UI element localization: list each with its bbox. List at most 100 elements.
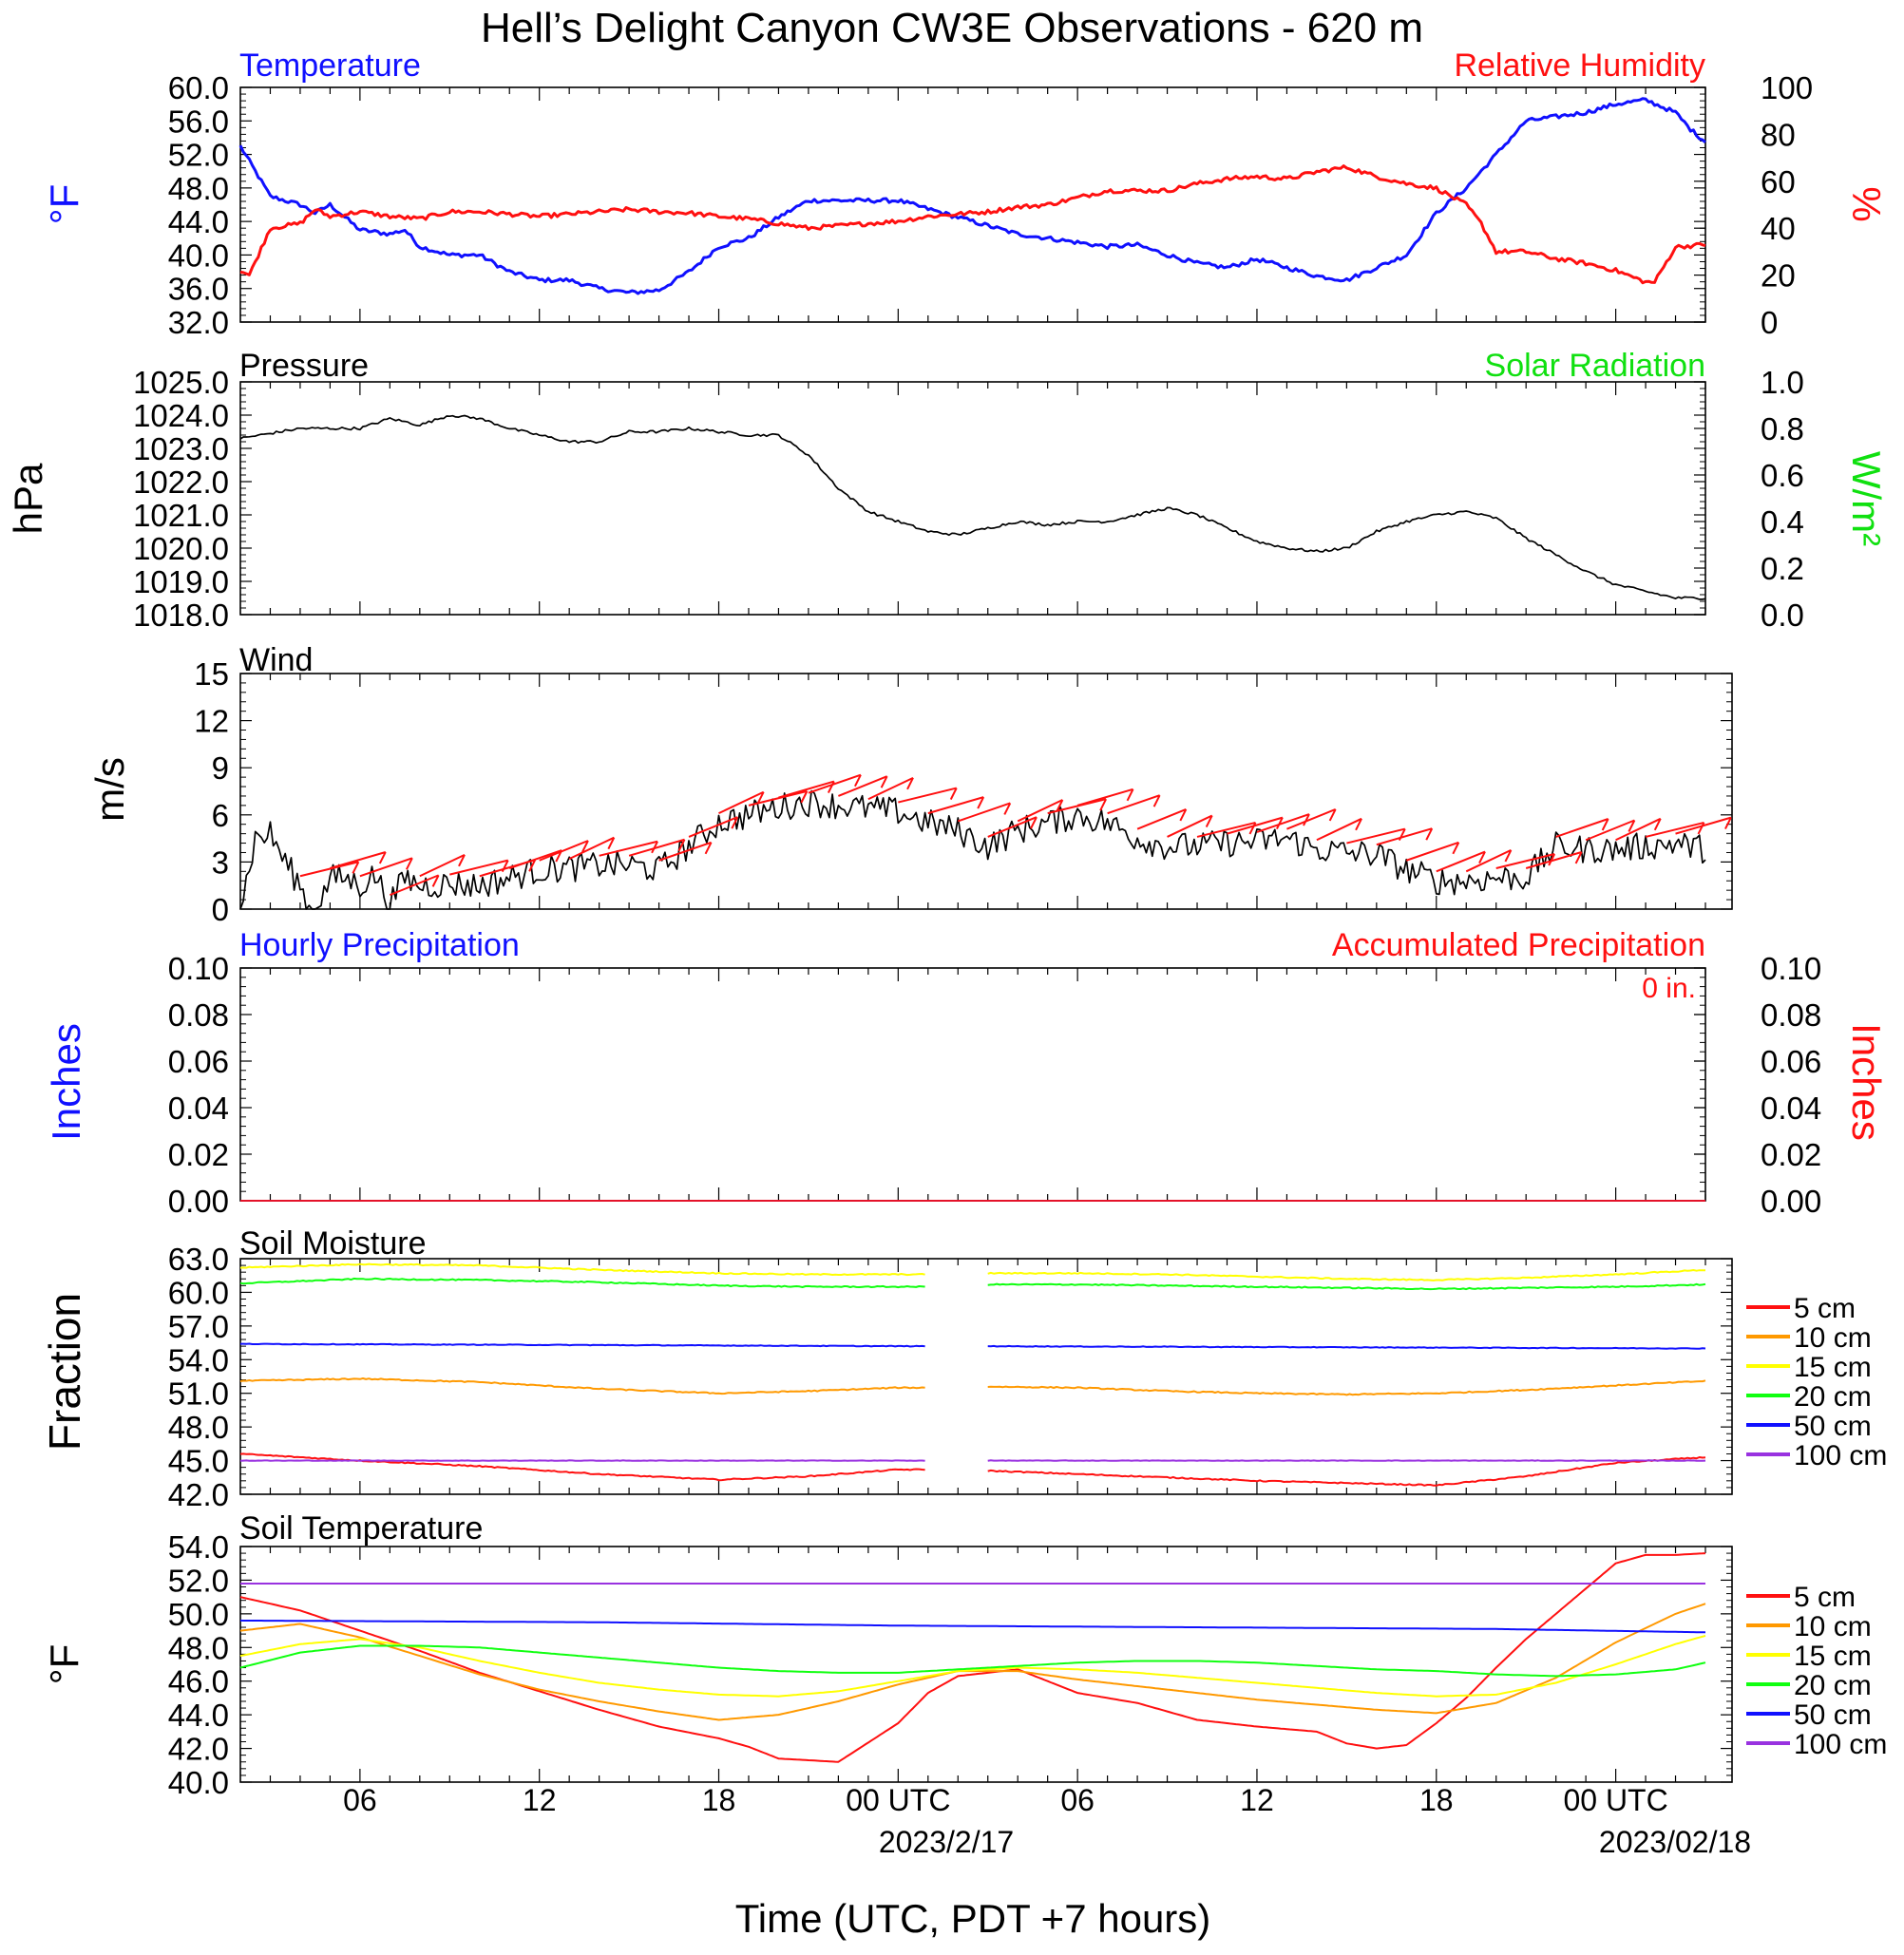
panel-hourly-precip-title: Hourly Precipitation: [239, 927, 520, 963]
y-left-tick-label: 1023.0: [133, 431, 229, 466]
series-line-15-cm: [239, 1634, 1706, 1698]
wind-barb: [987, 816, 1038, 838]
y-left-tick-label: 45.0: [168, 1444, 229, 1479]
x-axis-title: Time (UTC, PDT +7 hours): [735, 1896, 1211, 1941]
y-left-tick-label: 42.0: [168, 1732, 229, 1767]
legend-label: 10 cm: [1794, 1322, 1872, 1354]
wind-barb-flag: [607, 837, 616, 850]
wind-barb: [1555, 818, 1609, 838]
y-left-tick-label: 3: [212, 845, 229, 880]
y-left-tick-label: 60.0: [168, 1275, 229, 1310]
series-line-20-cm: [239, 1644, 1706, 1678]
y-left-tick-label: 40.0: [168, 237, 229, 273]
y-left-tick-label: 63.0: [168, 1242, 229, 1277]
wind-barb: [599, 840, 658, 857]
wind-barb: [898, 787, 957, 804]
wind-barb-flag: [1724, 817, 1732, 830]
y-right-tick-label: 0.06: [1761, 1044, 1821, 1079]
panel-solar-right-title: Solar Radiation: [1485, 348, 1705, 384]
wind-barb-flag: [528, 859, 537, 872]
wind-barb: [957, 802, 1011, 823]
panel-temperature-left-title: Temperature: [239, 47, 421, 84]
wind-barb-flag: [1478, 851, 1486, 864]
wind-barb-flag: [1628, 820, 1636, 832]
y-left-tick-label: 1024.0: [133, 398, 229, 433]
y-left-tick-label: 48.0: [168, 1630, 229, 1665]
y-left-tick-label: 52.0: [168, 138, 229, 173]
y-left-tick-label: 42.0: [168, 1477, 229, 1512]
y-left-tick-label: 40.0: [168, 1765, 229, 1800]
panel-5-marks: 54.052.050.048.046.044.042.040.0: [168, 1529, 1733, 1800]
y-right-tick-label: 0.10: [1761, 951, 1821, 986]
wind-barb: [1346, 827, 1406, 845]
x-tick-label: 18: [1419, 1783, 1454, 1817]
y-right-tick-label: 0.00: [1761, 1184, 1821, 1219]
panel-3-marks: 0.10 0.08 0.06 0.04 0.02 0.00 0.10 0.08 0.06 0.04…: [168, 951, 1821, 1219]
y-left-tick-label: 1021.0: [133, 498, 229, 533]
wind-barb-flag: [800, 790, 809, 804]
legend-label: 20 cm: [1794, 1381, 1872, 1413]
legend-label: 5 cm: [1794, 1293, 1856, 1324]
y-left-tick-label: 0: [212, 892, 229, 927]
wind-barb-flag: [949, 788, 958, 801]
y-left-tick-label: 46.0: [168, 1664, 229, 1699]
y-left-tick-label: 44.0: [168, 1698, 229, 1733]
panel-temperature-humidity: Temperature Relative Humidity °F %: [42, 47, 1889, 224]
legend-label: 5 cm: [1794, 1582, 1856, 1613]
panel-2-marks: 15 12 9 6 3 0: [194, 656, 1733, 927]
wind-barb: [718, 790, 765, 815]
wind-barb: [359, 857, 413, 878]
wind-barb: [808, 773, 862, 794]
date-label-feb17: 2023/2/17: [879, 1825, 1014, 1859]
y-left-tick-label: 0.06: [168, 1044, 229, 1079]
wind-barb: [1465, 848, 1512, 873]
wind-barb-flag: [1452, 842, 1460, 855]
series-line-wind: [239, 789, 1706, 910]
y-left-tick-label: 60.0: [168, 70, 229, 105]
x-tick-label: 18: [702, 1783, 736, 1817]
y-left-tick-label: 0.08: [168, 997, 229, 1033]
series-line-10-cm: [987, 1379, 1706, 1396]
y-left-tick-label: 1022.0: [133, 465, 229, 500]
date-label-feb18: 2023/02/18: [1599, 1825, 1751, 1859]
wind-barb: [568, 836, 615, 860]
y-right-tick-label: 0.08: [1761, 997, 1821, 1033]
y-right-tick-label: 20: [1761, 258, 1796, 294]
wind-barb-flag: [352, 861, 360, 874]
x-tick-label: 12: [1240, 1783, 1274, 1817]
wind-barb-flag: [1504, 849, 1513, 863]
wind-barb: [1017, 799, 1063, 823]
y-left-tick-label: 48.0: [168, 171, 229, 206]
solar-axis-label: W/m²: [1844, 451, 1889, 546]
wind-barb: [1675, 816, 1732, 835]
series-line-50-cm: [239, 1342, 925, 1348]
y-left-tick-label: 12: [194, 704, 229, 739]
panel-wind-title: Wind: [239, 642, 313, 678]
wind-barb: [778, 780, 835, 799]
series-line-20-cm: [239, 1277, 925, 1289]
wind-barb-flag: [880, 775, 888, 788]
legend-label: 50 cm: [1794, 1411, 1872, 1442]
y-left-tick-label: 54.0: [168, 1529, 229, 1565]
y-right-tick-label: 0: [1761, 305, 1778, 340]
soil-moisture-axis-label: Fraction: [40, 1293, 89, 1451]
series-line-100-cm: [239, 1459, 925, 1462]
wind-barb-flag: [1355, 818, 1362, 831]
y-left-tick-label: 1025.0: [133, 365, 229, 400]
wind-barb-flag: [827, 781, 835, 794]
y-right-tick-label: 0.0: [1761, 598, 1804, 633]
x-tick-label: 06: [343, 1783, 377, 1817]
wind-barb: [1615, 817, 1662, 842]
legend-label: 15 cm: [1794, 1352, 1872, 1383]
wind-barb: [419, 853, 466, 878]
pressure-axis-label: hPa: [6, 463, 50, 534]
plot-frame: [239, 1258, 1733, 1495]
wind-barb: [1256, 813, 1310, 833]
wind-barb: [1227, 816, 1284, 835]
panel-soil-temperature: Soil Temperature °F: [42, 1510, 483, 1684]
wind-barb-flag: [756, 791, 765, 805]
panel-soil-moisture-title: Soil Moisture: [239, 1225, 427, 1262]
panel-humidity-right-title: Relative Humidity: [1454, 47, 1705, 84]
